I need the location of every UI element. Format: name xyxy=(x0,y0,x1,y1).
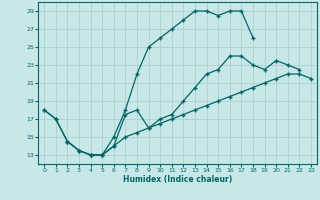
X-axis label: Humidex (Indice chaleur): Humidex (Indice chaleur) xyxy=(123,175,232,184)
